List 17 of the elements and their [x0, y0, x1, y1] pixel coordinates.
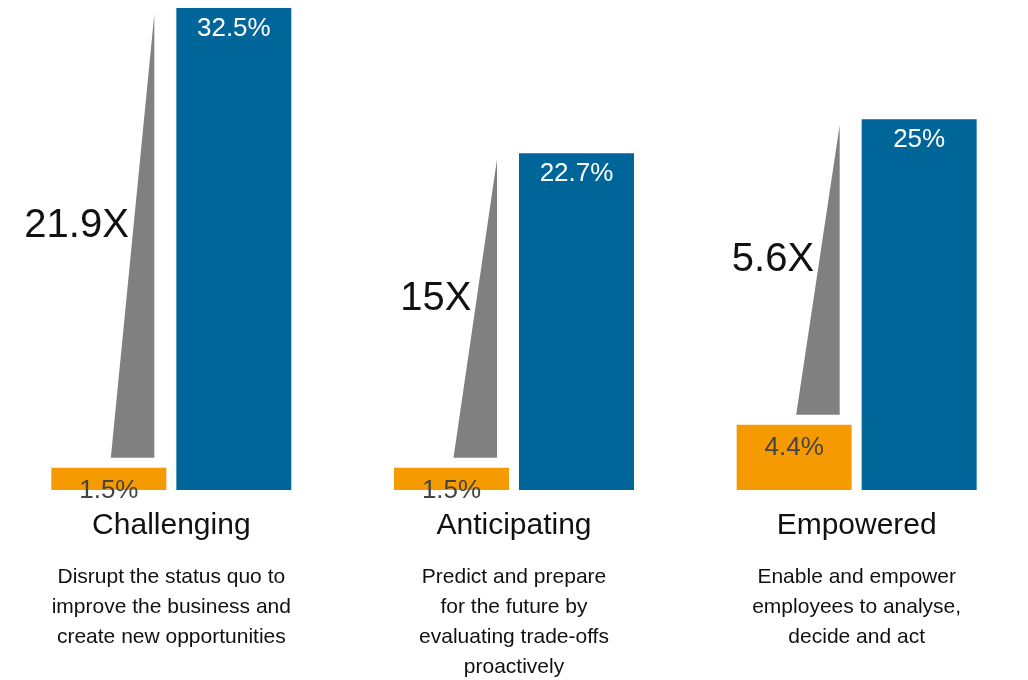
text: Predict and prepare for the future by evaluating trade-offs proactively	[419, 563, 609, 677]
data-label: 22.7%	[539, 157, 614, 188]
x-tick-label: Challenging	[92, 506, 251, 540]
bar	[176, 8, 292, 490]
bar	[736, 424, 852, 490]
data-label: 32.5%	[196, 12, 271, 42]
annotation: 5.6X	[731, 234, 815, 279]
x-tick-label: Anticipating	[436, 506, 592, 540]
bar	[519, 153, 634, 490]
data-label: 4.4%	[764, 430, 824, 461]
bar	[861, 119, 977, 490]
x-tick-label: Empowered	[776, 506, 937, 540]
annotation: 15X	[400, 273, 472, 318]
text: Enable and empower employees to analyse, decide and act	[752, 563, 962, 647]
annotation: 21.9X	[24, 200, 129, 245]
text: Disrupt the status quo to improve the business and create new opportunities	[51, 563, 291, 647]
data-label: 25%	[893, 123, 946, 154]
